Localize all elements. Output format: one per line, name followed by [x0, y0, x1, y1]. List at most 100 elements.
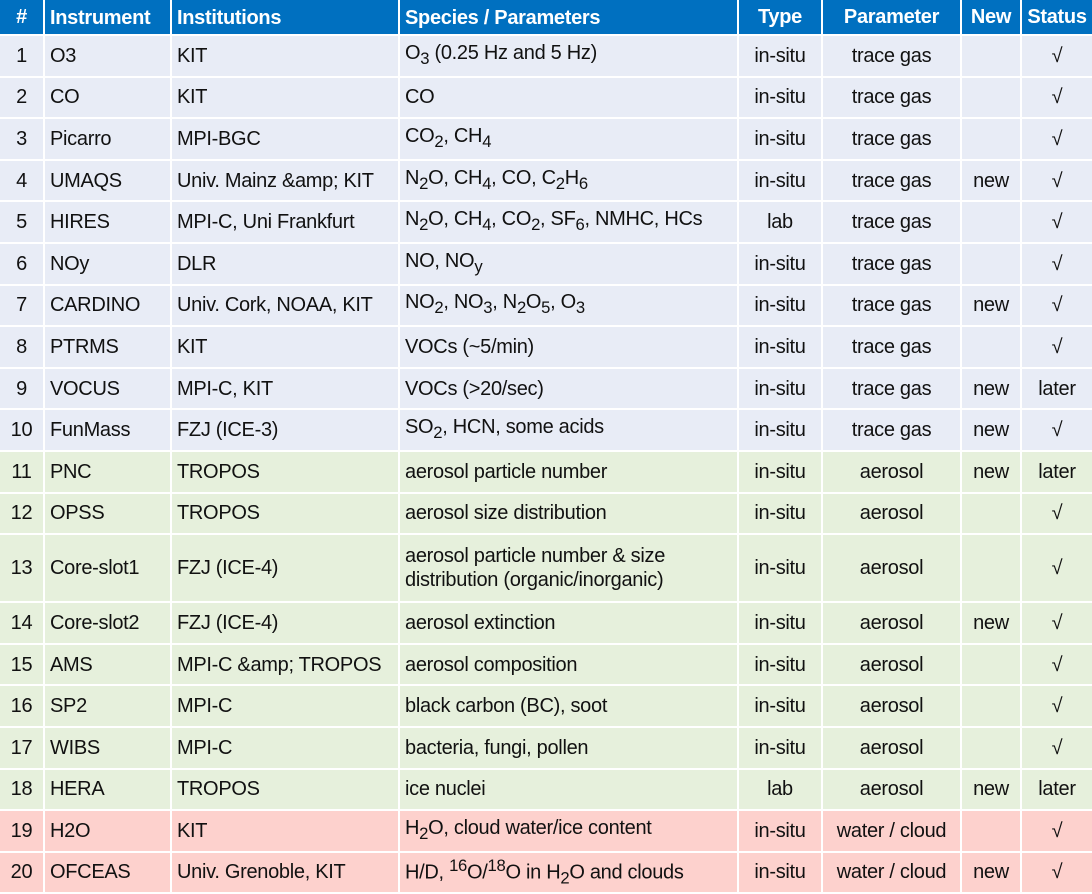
cell-status: √ [1022, 727, 1092, 770]
cell-species: aerosol composition [400, 644, 739, 687]
cell-type: lab [739, 769, 823, 812]
table-row: 4 UMAQS Univ. Mainz &amp; KIT N2O, CH4, CO,… [0, 160, 1092, 203]
cell-type: in-situ [739, 811, 823, 853]
cell-instrument: UMAQS [45, 160, 172, 203]
cell-species: NO, NOy [400, 243, 739, 286]
cell-instrument: OFCEAS [45, 852, 172, 894]
cell-num: 14 [0, 603, 45, 645]
cell-species: N2O, CH4, CO, C2H6 [400, 160, 739, 203]
cell-new: new [962, 603, 1022, 645]
cell-new [962, 811, 1022, 853]
table-row: 17 WIBS MPI-C bacteria, fungi, pollen in-sit… [0, 727, 1092, 770]
cell-parameter: trace gas [823, 243, 962, 286]
table-row: 14 Core-slot2 FZJ (ICE-4) aerosol extinctio… [0, 603, 1092, 645]
cell-instrument: PTRMS [45, 327, 172, 369]
table-row: 8 PTRMS KIT VOCs (~5/min) in-situ trace gas √ [0, 327, 1092, 369]
cell-institutions: FZJ (ICE-3) [172, 410, 400, 452]
cell-type: in-situ [739, 285, 823, 328]
cell-species: H2O, cloud water/ice content [400, 811, 739, 853]
cell-institutions: Univ. Grenoble, KIT [172, 852, 400, 894]
cell-parameter: trace gas [823, 202, 962, 244]
table-row: 2 CO KIT CO in-situ trace gas √ [0, 77, 1092, 120]
cell-instrument: NOy [45, 243, 172, 286]
cell-species: CO2, CH4 [400, 119, 739, 161]
cell-status: √ [1022, 327, 1092, 369]
cell-species: ice nuclei [400, 769, 739, 812]
table-row: 3 Picarro MPI-BGC CO2, CH4 in-situ trace gas √ [0, 119, 1092, 161]
cell-status: √ [1022, 852, 1092, 894]
cell-species: CO [400, 77, 739, 120]
cell-parameter: trace gas [823, 285, 962, 328]
cell-new: new [962, 368, 1022, 411]
cell-parameter: trace gas [823, 119, 962, 161]
cell-instrument: VOCUS [45, 368, 172, 411]
cell-parameter: aerosol [823, 535, 962, 604]
cell-parameter: trace gas [823, 77, 962, 120]
cell-parameter: aerosol [823, 603, 962, 645]
header-instrument: Instrument [45, 0, 172, 36]
cell-num: 12 [0, 493, 45, 536]
cell-instrument: AMS [45, 644, 172, 687]
cell-institutions: KIT [172, 77, 400, 120]
cell-species: aerosol particle number [400, 451, 739, 494]
table-row: 6 NOy DLR NO, NOy in-situ trace gas √ [0, 243, 1092, 286]
cell-type: in-situ [739, 36, 823, 78]
cell-parameter: trace gas [823, 36, 962, 78]
header-species: Species / Parameters [400, 0, 739, 36]
table-row: 15 AMS MPI-C &amp; TROPOS aerosol compositi… [0, 644, 1092, 687]
cell-instrument: WIBS [45, 727, 172, 770]
cell-type: in-situ [739, 243, 823, 286]
table-row: 12 OPSS TROPOS aerosol size distribution in-… [0, 493, 1092, 536]
cell-type: in-situ [739, 535, 823, 604]
cell-species: N2O, CH4, CO2, SF6, NMHC, HCs [400, 202, 739, 244]
cell-status: later [1022, 368, 1092, 411]
cell-species: NO2, NO3, N2O5, O3 [400, 285, 739, 328]
cell-species: aerosol size distribution [400, 493, 739, 536]
cell-new [962, 327, 1022, 369]
cell-type: in-situ [739, 493, 823, 536]
cell-status: later [1022, 769, 1092, 812]
cell-type: in-situ [739, 852, 823, 894]
cell-num: 18 [0, 769, 45, 812]
cell-institutions: MPI-C [172, 727, 400, 770]
cell-parameter: trace gas [823, 160, 962, 203]
cell-num: 13 [0, 535, 45, 604]
cell-status: √ [1022, 119, 1092, 161]
table-row: 10 FunMass FZJ (ICE-3) SO2, HCN, some acids… [0, 410, 1092, 452]
cell-new: new [962, 852, 1022, 894]
table-row: 13 Core-slot1 FZJ (ICE-4) aerosol particle … [0, 535, 1092, 604]
cell-new: new [962, 410, 1022, 452]
cell-institutions: MPI-C, Uni Frankfurt [172, 202, 400, 244]
cell-instrument: OPSS [45, 493, 172, 536]
cell-type: in-situ [739, 119, 823, 161]
cell-num: 11 [0, 451, 45, 494]
cell-status: later [1022, 451, 1092, 494]
cell-new [962, 493, 1022, 536]
cell-institutions: TROPOS [172, 451, 400, 494]
cell-new: new [962, 769, 1022, 812]
table-row: 19 H2O KIT H2O, cloud water/ice content in-s… [0, 811, 1092, 853]
cell-species: aerosol particle number & size distribut… [400, 535, 739, 604]
cell-institutions: MPI-C [172, 686, 400, 728]
cell-num: 9 [0, 368, 45, 411]
cell-instrument: FunMass [45, 410, 172, 452]
cell-new: new [962, 451, 1022, 494]
cell-new [962, 727, 1022, 770]
cell-parameter: trace gas [823, 410, 962, 452]
cell-type: in-situ [739, 368, 823, 411]
cell-institutions: MPI-BGC [172, 119, 400, 161]
cell-status: √ [1022, 686, 1092, 728]
cell-new [962, 535, 1022, 604]
cell-type: in-situ [739, 644, 823, 687]
header-institutions: Institutions [172, 0, 400, 36]
cell-parameter: aerosol [823, 686, 962, 728]
cell-status: √ [1022, 77, 1092, 120]
header-type: Type [739, 0, 823, 36]
cell-species: H/D, 16O/18O in H2O and clouds [400, 852, 739, 894]
cell-instrument: Picarro [45, 119, 172, 161]
cell-new [962, 36, 1022, 78]
cell-instrument: HERA [45, 769, 172, 812]
header-new: New [962, 0, 1022, 36]
cell-new: new [962, 285, 1022, 328]
